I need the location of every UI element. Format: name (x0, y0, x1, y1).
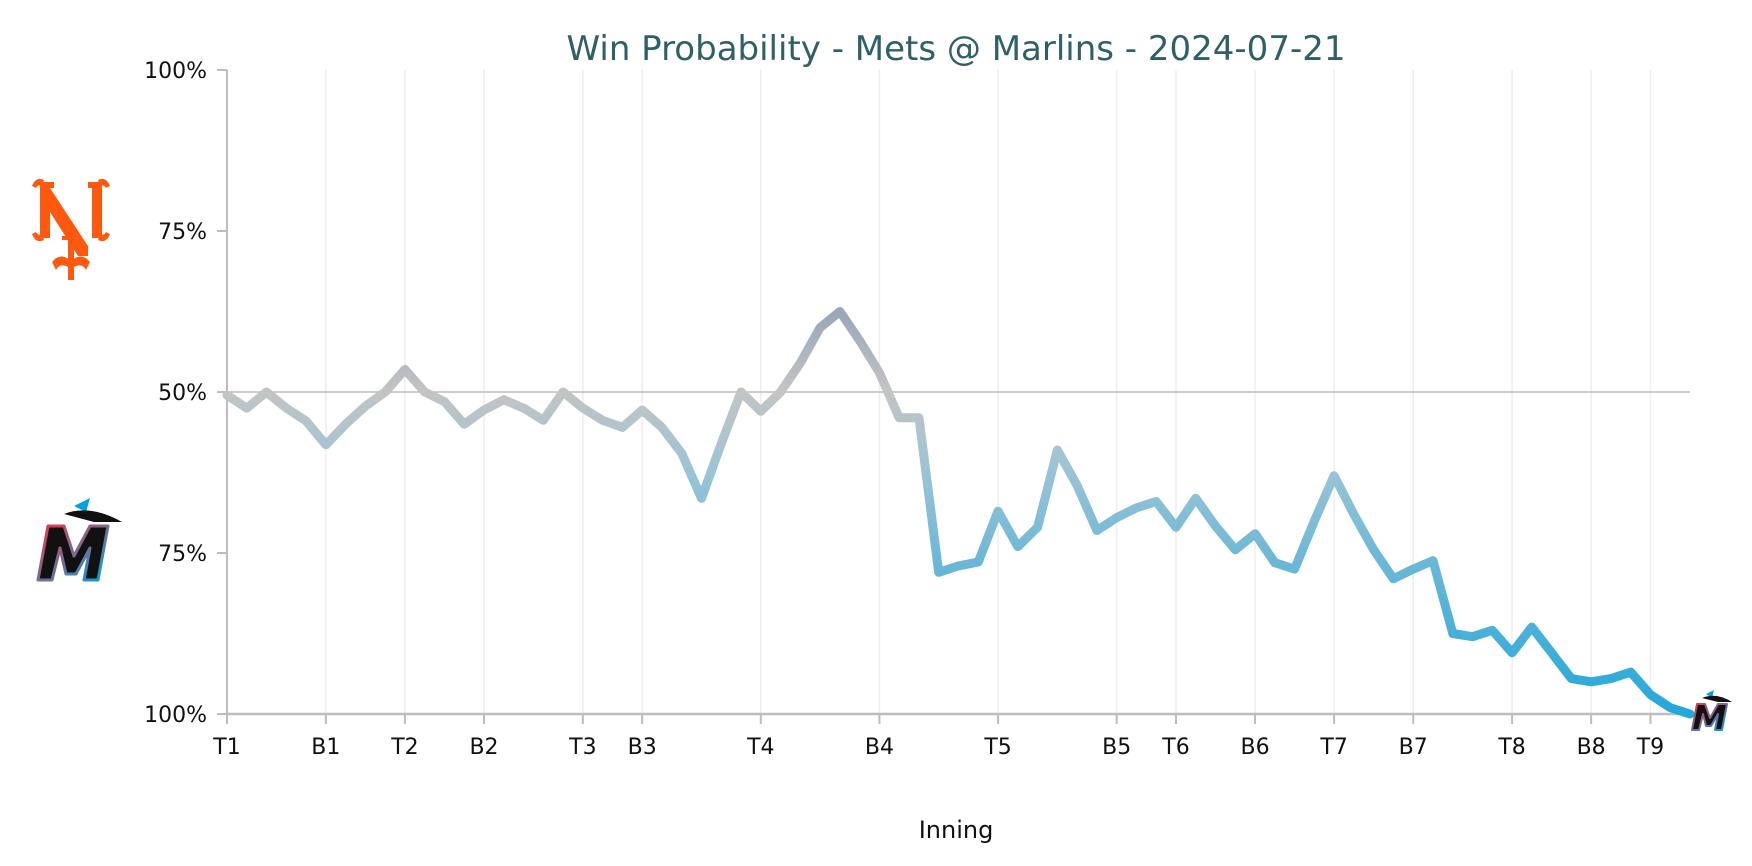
y-ticks: 100% 75% 50% 75% 100% (144, 59, 227, 728)
gridlines (227, 70, 1690, 714)
marlins-logo (36, 498, 122, 582)
x-tick-label-11: B6 (1241, 735, 1270, 760)
marlins-logo-endpoint (1691, 690, 1732, 731)
x-tick-label-5: B3 (628, 735, 657, 760)
x-tick-label-6: T4 (746, 735, 774, 760)
x-tick-label-10: T6 (1161, 735, 1189, 760)
x-tick-label-1: B1 (311, 735, 340, 760)
x-tick-label-0: T1 (212, 735, 240, 760)
x-tick-label-2: T2 (390, 735, 418, 760)
mets-logo (32, 178, 110, 280)
x-tick-label-8: T5 (983, 735, 1011, 760)
y-tick-label-4: 100% (144, 703, 207, 728)
x-tick-label-12: T7 (1319, 735, 1347, 760)
y-tick-label-2: 50% (158, 381, 207, 406)
win-probability-series-line (222, 307, 1695, 719)
x-tick-label-16: T9 (1636, 735, 1664, 760)
x-axis-label: Inning (919, 816, 994, 844)
x-tick-label-15: B8 (1577, 735, 1606, 760)
x-ticks: T1 B1 T2 B2 T3 B3 T4 B4 T5 B5 T6 B6 T7 B7 T8 B8 T9 (212, 714, 1664, 760)
y-tick-label-3: 75% (158, 542, 207, 567)
x-tick-label-14: T8 (1497, 735, 1525, 760)
x-tick-label-9: B5 (1102, 735, 1131, 760)
x-tick-label-4: T3 (568, 735, 596, 760)
x-tick-label-7: B4 (865, 735, 894, 760)
x-tick-label-3: B2 (469, 735, 498, 760)
y-tick-label-0: 100% (144, 59, 207, 84)
chart-title: Win Probability - Mets @ Marlins - 2024-… (567, 29, 1346, 69)
y-tick-label-1: 75% (158, 220, 207, 245)
x-tick-label-13: B7 (1399, 735, 1428, 760)
